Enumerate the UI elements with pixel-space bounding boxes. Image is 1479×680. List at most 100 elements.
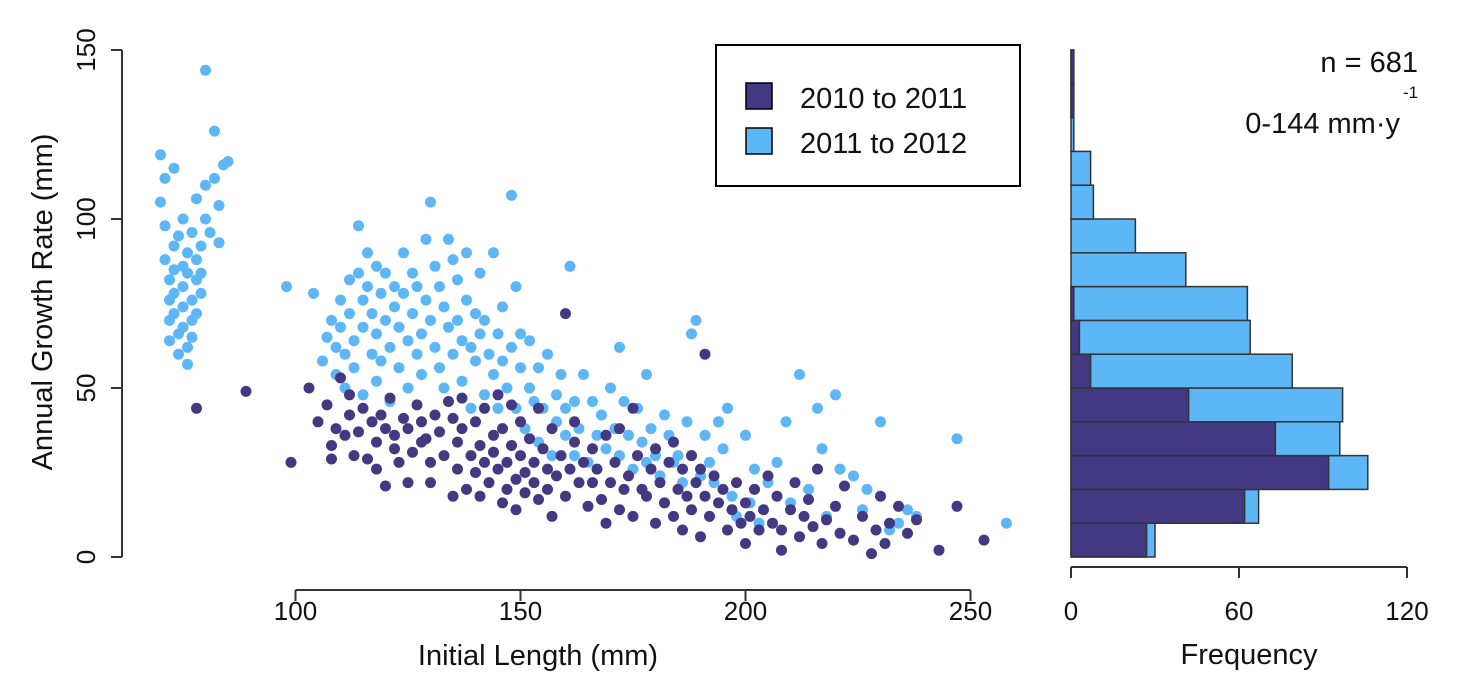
point-2010-2011-97 bbox=[600, 517, 612, 529]
point-2011-2012-95 bbox=[420, 294, 432, 306]
point-2010-2011-168 bbox=[911, 514, 922, 526]
point-2010-2011-4 bbox=[312, 416, 324, 428]
sample-size-label: n = 681 bbox=[1320, 47, 1418, 79]
hist-bar-2011-2012-8 bbox=[1070, 252, 1187, 288]
point-2010-2011-55 bbox=[483, 477, 495, 489]
point-2011-2012-189 bbox=[722, 402, 733, 414]
point-2010-2011-147 bbox=[785, 504, 796, 516]
point-2011-2012-184 bbox=[699, 429, 711, 441]
point-2011-2012-58 bbox=[344, 274, 355, 286]
point-2011-2012-3 bbox=[159, 220, 171, 232]
point-2010-2011-126 bbox=[699, 348, 711, 360]
point-2011-2012-73 bbox=[371, 375, 382, 387]
point-2011-2012-60 bbox=[348, 335, 360, 347]
point-2010-2011-145 bbox=[776, 544, 787, 556]
point-2010-2011-30 bbox=[407, 446, 418, 458]
point-2010-2011-51 bbox=[474, 440, 486, 451]
point-2010-2011-162 bbox=[870, 524, 882, 536]
point-2011-2012-117 bbox=[470, 355, 481, 367]
point-2010-2011-60 bbox=[497, 497, 508, 509]
point-2010-2011-56 bbox=[488, 429, 499, 441]
point-2011-2012-212 bbox=[893, 517, 904, 529]
point-2010-2011-139 bbox=[749, 483, 760, 495]
point-2010-2011-123 bbox=[690, 477, 702, 489]
point-2011-2012-61 bbox=[348, 362, 360, 374]
point-2010-2011-108 bbox=[641, 490, 652, 502]
point-2011-2012-107 bbox=[447, 348, 459, 360]
point-2011-2012-4 bbox=[159, 254, 171, 266]
point-2011-2012-36 bbox=[195, 240, 207, 252]
point-2011-2012-92 bbox=[416, 328, 427, 340]
point-2011-2012-69 bbox=[366, 348, 378, 360]
point-2010-2011-112 bbox=[654, 477, 666, 489]
point-2011-2012-50 bbox=[321, 331, 333, 343]
hist-bar-2010-2011-1 bbox=[1070, 488, 1246, 524]
point-2010-2011-59 bbox=[492, 463, 504, 475]
point-2010-2011-156 bbox=[830, 500, 841, 512]
point-2011-2012-55 bbox=[335, 321, 346, 333]
point-2011-2012-115 bbox=[465, 402, 477, 414]
point-2010-2011-12 bbox=[344, 409, 355, 421]
point-2010-2011-82 bbox=[551, 470, 562, 482]
point-2011-2012-54 bbox=[335, 294, 346, 306]
point-2010-2011-74 bbox=[528, 456, 540, 468]
scatter-y-tick-label-3: 150 bbox=[71, 28, 101, 71]
point-2010-2011-35 bbox=[425, 456, 436, 468]
point-2010-2011-146 bbox=[776, 524, 787, 536]
point-2011-2012-160 bbox=[605, 382, 616, 394]
point-2011-2012-12 bbox=[168, 287, 180, 299]
point-2010-2011-151 bbox=[803, 494, 814, 505]
point-2010-2011-40 bbox=[443, 396, 454, 407]
point-2010-2011-63 bbox=[501, 456, 513, 468]
point-2011-2012-164 bbox=[618, 396, 630, 407]
point-2011-2012-34 bbox=[195, 287, 207, 299]
scatter-x-tick-label-3: 250 bbox=[949, 596, 992, 626]
legend-box bbox=[715, 44, 1021, 187]
point-2011-2012-38 bbox=[200, 179, 211, 191]
hist-bar-2010-2011-4 bbox=[1070, 387, 1190, 423]
point-2011-2012-104 bbox=[443, 233, 454, 245]
point-2010-2011-44 bbox=[452, 436, 463, 448]
point-2010-2011-8 bbox=[330, 423, 342, 435]
point-2011-2012-67 bbox=[362, 247, 373, 259]
point-2011-2012-29 bbox=[186, 227, 198, 238]
point-2011-2012-28 bbox=[186, 331, 198, 343]
hist-bar-2010-2011-2 bbox=[1070, 454, 1330, 491]
point-2011-2012-86 bbox=[402, 335, 414, 347]
point-2010-2011-166 bbox=[893, 500, 904, 512]
point-2010-2011-95 bbox=[596, 494, 607, 505]
point-2011-2012-106 bbox=[447, 254, 459, 266]
point-2010-2011-16 bbox=[362, 453, 373, 465]
point-2010-2011-158 bbox=[839, 480, 850, 492]
point-2010-2011-79 bbox=[542, 483, 553, 495]
point-2011-2012-140 bbox=[533, 362, 544, 374]
point-2010-2011-57 bbox=[488, 446, 499, 458]
point-2010-2011-78 bbox=[542, 463, 553, 475]
point-2010-2011-64 bbox=[506, 399, 517, 411]
legend-label-2010-2011: 2010 to 2011 bbox=[800, 83, 967, 115]
point-2010-2011-137 bbox=[740, 538, 751, 549]
point-2011-2012-114 bbox=[465, 341, 477, 353]
point-2011-2012-179 bbox=[681, 416, 693, 428]
hist-bar-2011-2012-9 bbox=[1070, 218, 1137, 254]
point-2011-2012-64 bbox=[357, 294, 369, 306]
point-2010-2011-144 bbox=[771, 490, 783, 502]
point-2011-2012-78 bbox=[384, 341, 396, 353]
point-2010-2011-27 bbox=[398, 412, 409, 424]
point-2010-2011-164 bbox=[879, 538, 891, 549]
point-2010-2011-18 bbox=[371, 436, 382, 448]
point-2011-2012-110 bbox=[456, 335, 468, 347]
point-2011-2012-35 bbox=[195, 267, 207, 279]
point-2011-2012-25 bbox=[182, 247, 193, 259]
point-2011-2012-80 bbox=[389, 281, 400, 293]
point-2010-2011-17 bbox=[366, 416, 378, 428]
legend-swatch-2010-2011 bbox=[745, 82, 773, 110]
point-2011-2012-126 bbox=[492, 328, 504, 340]
point-2010-2011-171 bbox=[978, 534, 990, 546]
point-2010-2011-52 bbox=[474, 490, 486, 502]
point-2011-2012-150 bbox=[564, 260, 576, 272]
point-2010-2011-76 bbox=[533, 494, 544, 505]
point-2011-2012-152 bbox=[569, 396, 580, 407]
point-2010-2011-37 bbox=[429, 409, 441, 421]
